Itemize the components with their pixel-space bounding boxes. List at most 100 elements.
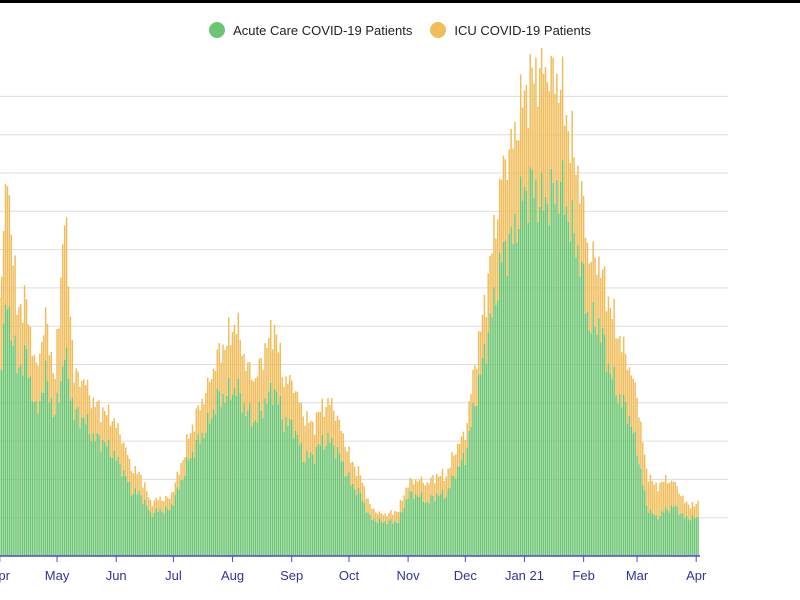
bar-acute-care [220, 407, 222, 556]
bar-acute-care [331, 437, 333, 556]
bar-icu [523, 90, 526, 187]
bar-acute-care [468, 430, 470, 556]
bar-icu [224, 349, 226, 403]
bar-acute-care [439, 494, 442, 556]
bar-acute-care [414, 493, 417, 556]
bar-icu [27, 324, 30, 378]
bar-acute-care [611, 379, 613, 556]
bar-acute-care [75, 409, 77, 556]
bar-acute-care [682, 513, 684, 556]
x-tick-label: Jun [106, 568, 127, 583]
bar-icu [2, 231, 5, 324]
bar-icu [142, 487, 144, 504]
bar-acute-care [121, 476, 123, 556]
bar-acute-care [145, 505, 148, 556]
bar-icu [453, 455, 455, 477]
bar-acute-care [472, 403, 474, 556]
bar-acute-care [44, 360, 47, 556]
bar-icu [138, 471, 140, 492]
bar-icu [123, 442, 125, 470]
x-tick-label: May [45, 568, 70, 583]
bar-icu [497, 219, 499, 301]
legend-label-icu: ICU COVID-19 Patients [454, 22, 591, 38]
bar-icu [63, 225, 66, 360]
bar-icu [126, 455, 129, 482]
bar-acute-care [258, 402, 261, 556]
bar-icu [319, 411, 322, 446]
bar-icu [58, 328, 60, 403]
bar-icu [84, 385, 87, 425]
bar-acute-care [285, 416, 287, 556]
bar-acute-care [382, 522, 385, 556]
bar-icu [317, 412, 320, 444]
bar-acute-care [25, 349, 28, 556]
bar-acute-care [256, 422, 259, 556]
legend-item-icu[interactable]: ICU COVID-19 Patients [430, 22, 591, 38]
bar-acute-care [327, 432, 329, 556]
bar-icu [416, 481, 419, 497]
bar-acute-care [512, 243, 514, 556]
bar-icu [558, 102, 560, 214]
bar-acute-care [456, 465, 459, 556]
bar-acute-care [104, 442, 106, 556]
bar-acute-care [596, 334, 598, 556]
bar-acute-care [323, 449, 325, 556]
bar-icu [472, 369, 474, 404]
bar-acute-care [649, 509, 652, 556]
bar-acute-care [33, 402, 35, 556]
bar-acute-care [12, 346, 14, 556]
bar-icu [584, 237, 587, 315]
bar-icu [451, 452, 453, 476]
bar-acute-care [203, 437, 205, 556]
bar-icu [458, 443, 461, 467]
bar-acute-care [582, 263, 585, 556]
bar-icu [310, 420, 312, 453]
bar-icu [397, 511, 400, 523]
bar-icu [56, 328, 58, 393]
bar-icu [205, 393, 207, 433]
bar-acute-care [645, 505, 648, 556]
bar-acute-care [655, 515, 657, 556]
bar-icu [273, 324, 276, 390]
bar-acute-care [552, 182, 554, 556]
bar-acute-care [420, 492, 423, 556]
bar-icu [111, 421, 114, 458]
bar-acute-care [363, 502, 365, 556]
bar-icu [300, 403, 303, 443]
bar-acute-care [46, 381, 49, 556]
bar-acute-care [228, 377, 230, 556]
bar-acute-care [195, 439, 198, 556]
bar-icu [601, 269, 604, 328]
bar-acute-care [140, 495, 142, 556]
bar-icu [598, 256, 600, 318]
bar-icu [290, 380, 293, 420]
bar-icu [186, 434, 188, 458]
bar-acute-care [321, 434, 323, 556]
bar-acute-care [4, 304, 7, 556]
x-tick-label: Apr [686, 568, 707, 583]
bar-icu [636, 397, 638, 456]
bar-icu [304, 425, 306, 463]
bar-acute-care [683, 518, 686, 556]
bar-icu [235, 334, 238, 396]
bar-icu [168, 498, 171, 511]
bar-icu [239, 339, 241, 393]
bar-icu [682, 495, 684, 514]
bar-acute-care [346, 475, 348, 556]
bar-icu [178, 474, 180, 490]
bar-icu [298, 402, 301, 446]
bar-icu [191, 424, 194, 452]
bar-acute-care [371, 519, 373, 556]
legend-item-acute-care[interactable]: Acute Care COVID-19 Patients [209, 22, 412, 38]
bar-icu [500, 179, 503, 263]
bar-acute-care [663, 512, 665, 556]
bar-acute-care [374, 521, 377, 556]
bar-icu [519, 74, 522, 177]
bar-icu [98, 400, 100, 435]
bar-icu [376, 513, 379, 523]
bar-acute-care [668, 512, 671, 556]
bar-icu [20, 304, 22, 365]
bar-icu [256, 376, 259, 423]
bar-icu [104, 411, 106, 443]
bar-acute-care [481, 357, 484, 556]
